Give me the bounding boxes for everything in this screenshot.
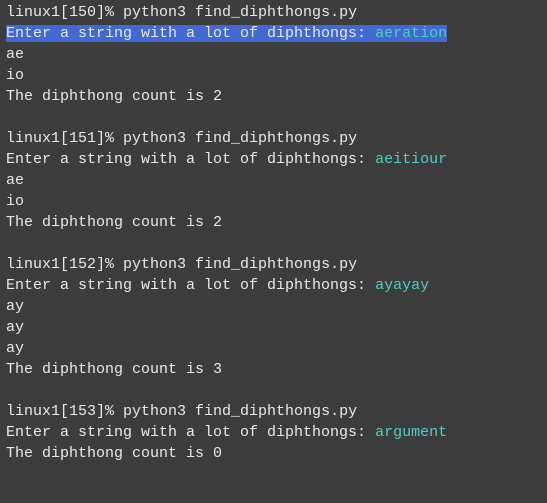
input-prompt-label: Enter a string with a lot of diphthongs: (6, 25, 375, 42)
user-input-text: aeration (375, 25, 447, 42)
command-line: linux1[153]% python3 find_diphthongs.py (6, 401, 541, 422)
command-text: python3 find_diphthongs.py (123, 4, 357, 21)
terminal-run: linux1[153]% python3 find_diphthongs.pyE… (6, 401, 541, 464)
output-line: ae (6, 44, 541, 65)
user-input-text: argument (375, 424, 447, 441)
highlighted-selection: Enter a string with a lot of diphthongs:… (6, 25, 447, 42)
command-text: python3 find_diphthongs.py (123, 256, 357, 273)
user-input-text: aeitiour (375, 151, 447, 168)
command-line: linux1[151]% python3 find_diphthongs.py (6, 128, 541, 149)
output-line: The diphthong count is 2 (6, 212, 541, 233)
blank-line (6, 380, 541, 401)
output-line: The diphthong count is 3 (6, 359, 541, 380)
terminal-run: linux1[152]% python3 find_diphthongs.pyE… (6, 254, 541, 380)
command-line: linux1[150]% python3 find_diphthongs.py (6, 2, 541, 23)
input-prompt-label: Enter a string with a lot of diphthongs: (6, 277, 375, 294)
output-line: io (6, 65, 541, 86)
user-input-text: ayayay (375, 277, 429, 294)
terminal-run: linux1[151]% python3 find_diphthongs.pyE… (6, 128, 541, 233)
shell-prompt: linux1[150]% (6, 4, 123, 21)
shell-prompt: linux1[152]% (6, 256, 123, 273)
input-prompt-line: Enter a string with a lot of diphthongs:… (6, 422, 541, 443)
terminal-run: linux1[150]% python3 find_diphthongs.py E… (6, 2, 541, 107)
output-line: ae (6, 170, 541, 191)
input-prompt-line: Enter a string with a lot of diphthongs:… (6, 23, 541, 44)
blank-line (6, 107, 541, 128)
output-line: ay (6, 317, 541, 338)
input-prompt-line: Enter a string with a lot of diphthongs:… (6, 275, 541, 296)
input-prompt-line: Enter a string with a lot of diphthongs:… (6, 149, 541, 170)
output-line: ay (6, 296, 541, 317)
output-line: ay (6, 338, 541, 359)
input-prompt-label: Enter a string with a lot of diphthongs: (6, 151, 375, 168)
input-prompt-label: Enter a string with a lot of diphthongs: (6, 424, 375, 441)
output-line: The diphthong count is 0 (6, 443, 541, 464)
shell-prompt: linux1[153]% (6, 403, 123, 420)
output-line: io (6, 191, 541, 212)
command-line: linux1[152]% python3 find_diphthongs.py (6, 254, 541, 275)
shell-prompt: linux1[151]% (6, 130, 123, 147)
command-text: python3 find_diphthongs.py (123, 403, 357, 420)
output-line: The diphthong count is 2 (6, 86, 541, 107)
command-text: python3 find_diphthongs.py (123, 130, 357, 147)
blank-line (6, 233, 541, 254)
terminal-output: linux1[150]% python3 find_diphthongs.py E… (6, 2, 541, 464)
